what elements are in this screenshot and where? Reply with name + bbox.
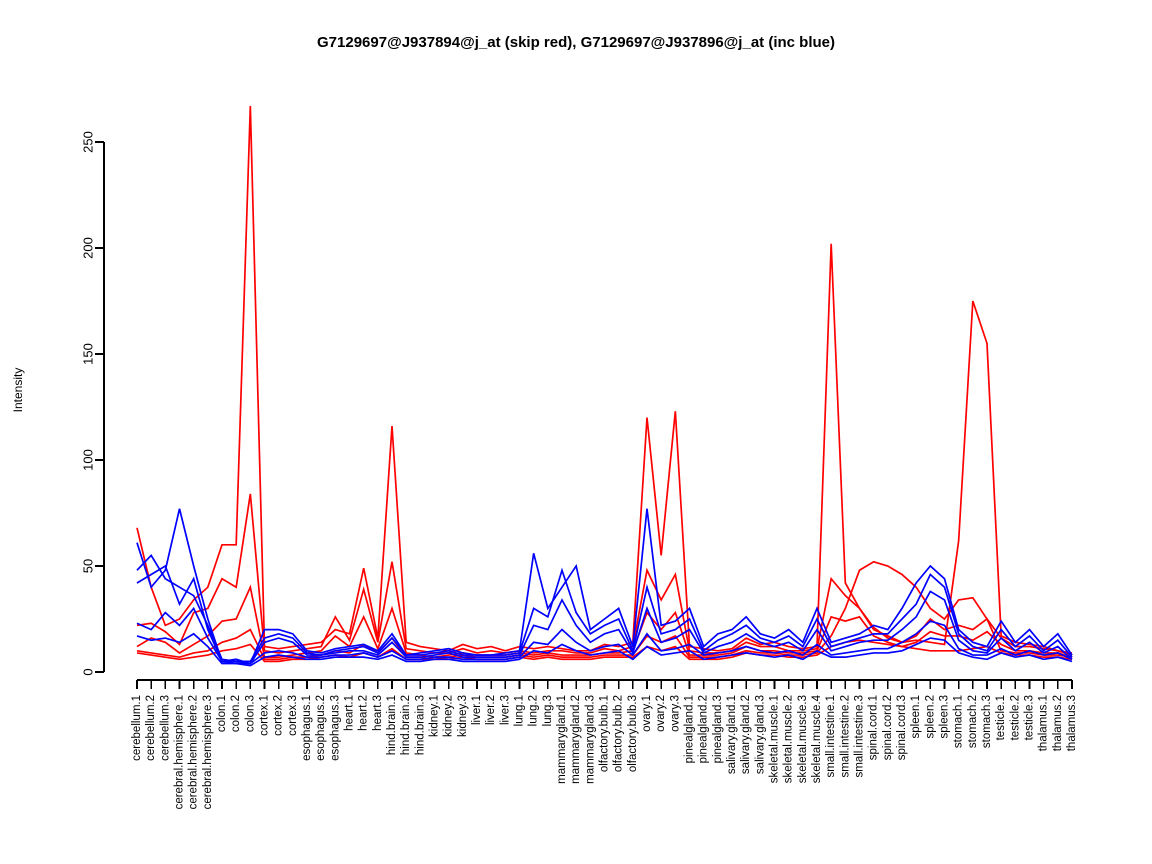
x-tick-label: olfactory.bulb.2	[613, 695, 625, 772]
x-tick-label: small.intestine.1	[825, 695, 837, 777]
x-tick-label: pinealgland.3	[712, 695, 724, 763]
x-tick-label: colon.2	[230, 695, 242, 732]
x-tick-label: kidney.1	[429, 695, 441, 737]
x-tick-label: testicle.1	[995, 695, 1007, 740]
x-tick-label: pinealgland.1	[684, 695, 696, 763]
x-tick-label: colon.1	[216, 695, 228, 732]
x-tick-label: thalamus.2	[1052, 695, 1064, 751]
x-tick-label: cortex.3	[287, 695, 299, 736]
series-line-inc-blue-1	[136, 508, 1073, 665]
x-tick-label: kidney.3	[457, 695, 469, 737]
x-tick-label: spleen.1	[910, 695, 922, 738]
y-tick-label: 250	[81, 131, 96, 153]
x-tick-label: hind.brain.2	[400, 695, 412, 755]
series-line-inc-blue-2	[136, 554, 1073, 663]
x-tick-label: testicle.3	[1024, 695, 1036, 740]
x-tick-label: skeletal.muscle.4	[811, 694, 823, 783]
x-tick-label: spinal.cord.3	[896, 695, 908, 760]
series-line-skip-red-1	[136, 105, 1073, 654]
x-tick-label: testicle.2	[1009, 695, 1021, 740]
x-axis	[136, 679, 1073, 689]
y-axis: 0 50 100 150 200 250	[81, 131, 105, 676]
x-tick-label: cortex.2	[273, 695, 285, 736]
x-tick-label: cerebral.hemisphere.2	[188, 695, 200, 809]
x-tick-label: small.intestine.3	[854, 695, 866, 777]
x-tick-label: skeletal.muscle.1	[769, 695, 781, 783]
series-line-inc-blue-3	[136, 564, 1073, 665]
x-tick-label: mammarygland.2	[570, 695, 582, 784]
x-tick-label: liver.2	[485, 695, 497, 725]
x-axis-labels: cerebellum.1 cerebellum.2 cerebellum.3 cere…	[131, 694, 1078, 809]
x-tick-label: liver.1	[471, 695, 483, 725]
y-tick-label: 50	[81, 559, 96, 573]
x-tick-label: stomach.2	[967, 695, 979, 748]
x-tick-label: heart.3	[372, 695, 384, 731]
x-tick-label: heart.1	[344, 695, 356, 731]
x-tick-label: liver.3	[499, 695, 511, 725]
x-tick-label: pinealgland.2	[698, 695, 710, 763]
x-tick-label: esophagus.3	[329, 695, 341, 761]
x-tick-label: ovary.1	[641, 695, 653, 732]
x-tick-label: mammarygland.3	[584, 695, 596, 784]
x-tick-label: kidney.2	[443, 695, 455, 737]
x-tick-label: cerebellum.3	[159, 695, 171, 761]
x-tick-label: spinal.cord.2	[882, 695, 894, 760]
x-tick-label: stomach.3	[981, 695, 993, 748]
series-line-skip-red-2	[136, 493, 1073, 656]
x-tick-label: cortex.1	[259, 695, 271, 736]
x-tick-label: lung.3	[542, 695, 554, 726]
y-tick-label: 200	[81, 237, 96, 259]
series-lines	[136, 105, 1073, 667]
x-tick-label: olfactory.bulb.3	[627, 695, 639, 772]
x-tick-label: ovary.2	[655, 695, 667, 732]
x-tick-label: thalamus.1	[1038, 695, 1050, 751]
x-tick-label: heart.2	[358, 695, 370, 731]
series-line-inc-blue-5	[136, 632, 1073, 667]
x-tick-label: olfactory.bulb.1	[599, 695, 611, 772]
x-tick-label: salivary.gland.3	[754, 695, 766, 774]
y-tick-label: 150	[81, 343, 96, 365]
x-tick-label: hind.brain.3	[414, 695, 426, 755]
x-tick-label: stomach.1	[953, 695, 965, 748]
y-tick-label: 100	[81, 449, 96, 471]
x-tick-label: cerebral.hemisphere.1	[174, 695, 186, 809]
x-tick-label: mammarygland.1	[556, 695, 568, 784]
x-tick-label: esophagus.1	[301, 695, 313, 761]
y-axis-title: Intensity	[11, 368, 25, 413]
x-tick-label: esophagus.2	[315, 695, 327, 761]
x-tick-label: thalamus.3	[1066, 695, 1078, 751]
x-tick-label: colon.3	[244, 695, 256, 732]
x-tick-label: cerebellum.2	[145, 695, 157, 761]
x-tick-label: cerebral.hemisphere.3	[202, 695, 214, 809]
x-tick-label: small.intestine.2	[839, 695, 851, 777]
x-tick-label: ovary.3	[669, 695, 681, 732]
x-tick-label: salivary.gland.2	[740, 695, 752, 774]
x-tick-label: spinal.cord.1	[868, 695, 880, 760]
series-line-skip-red-5	[136, 639, 1073, 663]
x-tick-label: cerebellum.1	[131, 695, 143, 761]
series-line-inc-blue-4	[136, 606, 1073, 665]
x-tick-label: skeletal.muscle.3	[797, 695, 809, 783]
x-tick-label: skeletal.muscle.2	[783, 695, 795, 783]
x-tick-label: salivary.gland.1	[726, 695, 738, 774]
x-tick-label: hind.brain.1	[386, 695, 398, 755]
x-tick-label: lung.2	[528, 695, 540, 726]
x-tick-label: spleen.2	[924, 695, 936, 738]
x-tick-label: spleen.3	[939, 695, 951, 738]
chart-title: G7129697@J937894@j_at (skip red), G71296…	[317, 34, 835, 51]
y-tick-label: 0	[81, 668, 96, 675]
x-tick-label: lung.1	[514, 695, 526, 726]
